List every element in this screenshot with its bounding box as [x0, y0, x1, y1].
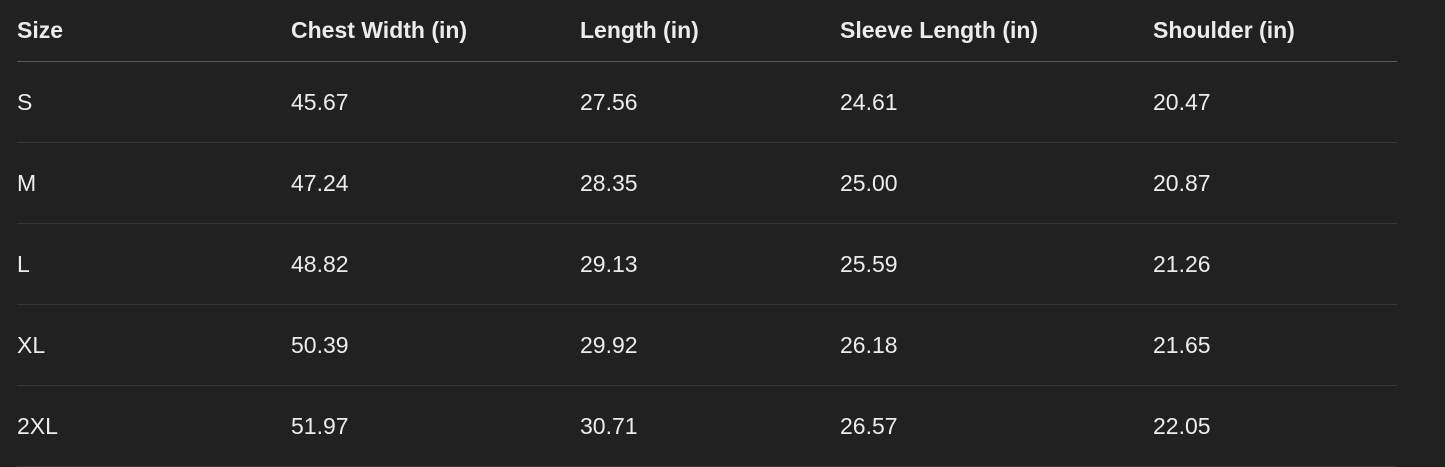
table-cell: 29.13: [580, 223, 840, 305]
table-cell: 48.82: [291, 223, 580, 305]
table-cell: 50.39: [291, 304, 580, 386]
header-cell: Sleeve Length (in): [840, 0, 1153, 62]
table-cell: 26.57: [840, 385, 1153, 467]
table-row: XL 50.39 29.92 26.18 21.65: [17, 304, 1397, 386]
table-cell: 2XL: [17, 385, 291, 467]
header-cell: Size: [17, 0, 291, 62]
table-cell: XL: [17, 304, 291, 386]
table-cell: 21.26: [1153, 223, 1397, 305]
table-row: L 48.82 29.13 25.59 21.26: [17, 223, 1397, 305]
table-cell: 29.92: [580, 304, 840, 386]
size-table: Size Chest Width (in) Length (in) Sleeve Le…: [17, 0, 1397, 467]
table-cell: 25.00: [840, 142, 1153, 224]
table-cell: 20.47: [1153, 61, 1397, 143]
table-cell: 47.24: [291, 142, 580, 224]
table-cell: 45.67: [291, 61, 580, 143]
table-cell: 28.35: [580, 142, 840, 224]
table-cell: 24.61: [840, 61, 1153, 143]
table-row: M 47.24 28.35 25.00 20.87: [17, 142, 1397, 224]
table-body: S 45.67 27.56 24.61 20.47 M 47.24 28.35 25.00 20.…: [17, 61, 1397, 467]
table-row: 2XL 51.97 30.71 26.57 22.05: [17, 385, 1397, 467]
table-cell: 22.05: [1153, 385, 1397, 467]
table-cell: M: [17, 142, 291, 224]
table-cell: S: [17, 61, 291, 143]
table-cell: 26.18: [840, 304, 1153, 386]
table-cell: 21.65: [1153, 304, 1397, 386]
table-cell: 25.59: [840, 223, 1153, 305]
table-row: S 45.67 27.56 24.61 20.47: [17, 61, 1397, 143]
table-cell: L: [17, 223, 291, 305]
header-cell: Length (in): [580, 0, 840, 62]
table-cell: 51.97: [291, 385, 580, 467]
table-cell: 30.71: [580, 385, 840, 467]
table-cell: 27.56: [580, 61, 840, 143]
header-cell: Chest Width (in): [291, 0, 580, 62]
header-cell: Shoulder (in): [1153, 0, 1397, 62]
header-row: Size Chest Width (in) Length (in) Sleeve Le…: [17, 0, 1397, 62]
table-cell: 20.87: [1153, 142, 1397, 224]
